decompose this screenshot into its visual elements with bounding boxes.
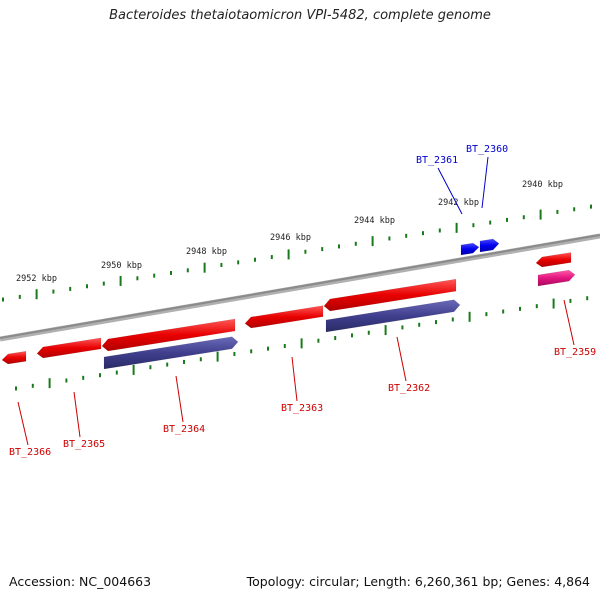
scale-labels: 2952 kbp 2950 kbp 2948 kbp 2946 kbp 2944 kbp… <box>16 180 563 284</box>
label-leader-line <box>17 401 29 446</box>
gene-label: BT_2360 <box>466 144 508 155</box>
gene-labels: BT_2366 BT_2365 BT_2364 BT_2363 BT_2362 BT_23… <box>9 144 596 458</box>
gene-BT_2364-purple <box>103 336 239 370</box>
scale-label: 2950 kbp <box>101 261 142 271</box>
label-leader-line <box>73 391 81 438</box>
map-title: Bacteroides thetaiotaomicron VPI-5482, c… <box>109 8 491 23</box>
label-leader-line <box>481 156 489 209</box>
gene-BT_2366 <box>1 350 27 365</box>
gene-features <box>1 238 576 370</box>
gene-label-lines <box>17 156 575 446</box>
gene-label: BT_2361 <box>416 155 458 166</box>
gene-BT_2362 <box>323 278 457 312</box>
gene-BT_2360 <box>479 238 500 253</box>
gene-BT_2363 <box>244 305 324 329</box>
label-leader-line <box>291 356 298 402</box>
scale-label: 2940 kbp <box>522 180 563 190</box>
accession-text: Accession: NC_004663 <box>9 574 152 589</box>
scale-label: 2942 kbp <box>438 198 479 208</box>
gene-label: BT_2366 <box>9 447 51 458</box>
scale-label: 2948 kbp <box>186 247 227 257</box>
gene-BT_2359 <box>535 252 572 268</box>
genome-summary-text: Topology: circular; Length: 6,260,361 bp… <box>246 574 590 589</box>
outer-scale-ticks <box>2 204 592 302</box>
label-leader-line <box>437 167 463 215</box>
gene-label: BT_2359 <box>554 347 596 358</box>
label-leader-line <box>175 375 184 423</box>
gene-label: BT_2362 <box>388 383 430 394</box>
genome-backbone <box>0 233 600 342</box>
gene-BT_2359-pink <box>537 269 576 287</box>
backbone-core <box>0 234 600 339</box>
gene-label: BT_2363 <box>281 403 323 414</box>
inner-scale-ticks <box>15 296 589 391</box>
gene-BT_2362-purple <box>325 299 461 333</box>
gene-BT_2364 <box>101 318 236 352</box>
label-leader-line <box>563 299 575 346</box>
gene-BT_2365 <box>36 337 102 359</box>
gene-BT_2361 <box>460 242 480 256</box>
scale-label: 2946 kbp <box>270 233 311 243</box>
scale-label: 2944 kbp <box>354 216 395 226</box>
gene-label: BT_2364 <box>163 424 205 435</box>
scale-label: 2952 kbp <box>16 274 57 284</box>
gene-label: BT_2365 <box>63 439 105 450</box>
label-leader-line <box>396 336 407 382</box>
